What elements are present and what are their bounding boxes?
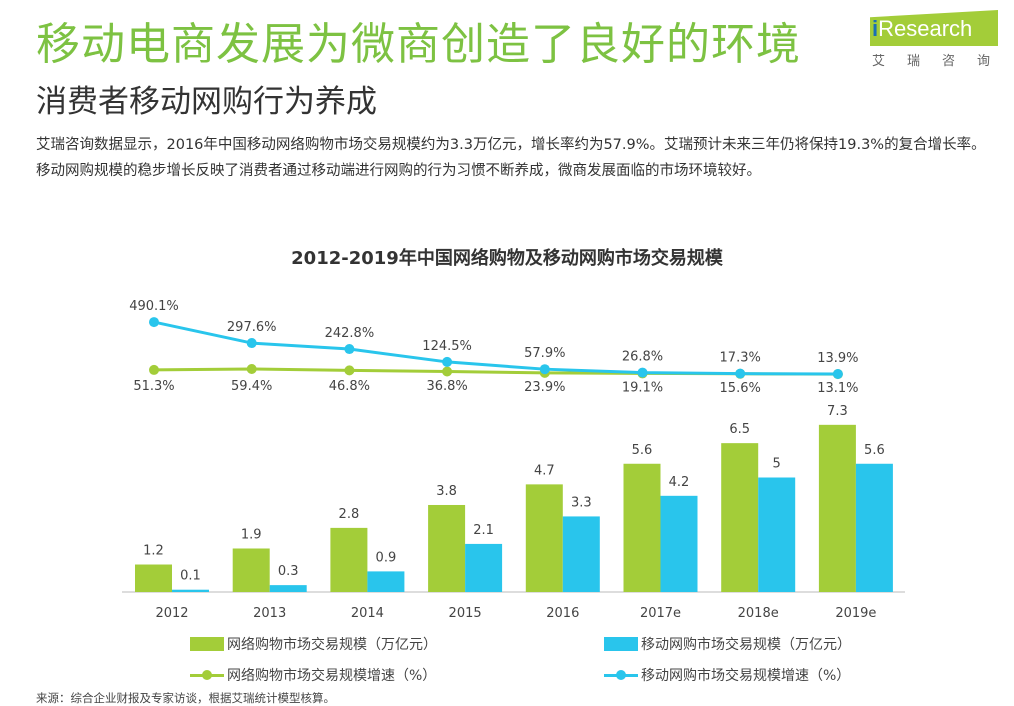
source-note: 来源：综合企业财报及专家访谈，根据艾瑞统计模型核算。	[36, 691, 335, 705]
bar-data-label: 0.1	[180, 569, 201, 584]
legend-label: 网络购物市场交易规模增速（%）	[227, 668, 437, 684]
line-data-label: 46.8%	[329, 379, 370, 394]
bar-mobile	[465, 543, 503, 592]
line-data-label: 26.8%	[622, 350, 663, 365]
line-data-label: 23.9%	[524, 380, 565, 395]
line-data-label: 490.1%	[129, 299, 179, 314]
iresearch-logo: iResearch 艾瑞咨询	[864, 6, 1004, 70]
x-tick-label: 2019e	[835, 606, 876, 621]
x-tick-label: 2016	[546, 606, 579, 621]
bar-data-label: 1.2	[143, 544, 164, 559]
line-data-label: 13.1%	[817, 381, 858, 396]
x-tick-label: 2015	[449, 606, 482, 621]
line-point	[344, 365, 355, 376]
x-tick-label: 2013	[253, 606, 286, 621]
line-point	[442, 356, 453, 367]
legend-item-online-bar: 网络购物市场交易规模（万亿元）	[190, 634, 437, 654]
legend-item-mobile-line: 移动网购市场交易规模增速（%）	[604, 665, 850, 685]
bar-data-label: 2.1	[473, 523, 494, 538]
line-mobile-growth	[153, 320, 838, 376]
chart-title: 2012-2019年中国网络购物及移动网购市场交易规模	[291, 248, 723, 269]
line-point	[637, 367, 648, 378]
bar-data-label: 0.3	[278, 564, 299, 579]
bar-data-label: 6.5	[729, 422, 750, 437]
line-point	[442, 366, 453, 377]
bar-data-label: 1.9	[241, 527, 262, 542]
bar-mobile	[660, 495, 698, 592]
line-data-label: 59.4%	[231, 379, 272, 394]
bar-online	[721, 443, 759, 592]
line-data-label: 36.8%	[426, 379, 467, 394]
bar-data-label: 5.6	[632, 443, 653, 458]
line-data-label: 57.9%	[524, 346, 565, 361]
bar-data-label: 5	[773, 457, 781, 472]
legend-label: 网络购物市场交易规模（万亿元）	[227, 637, 437, 653]
legend-swatch	[604, 637, 638, 651]
bar-online	[818, 424, 856, 592]
line-point	[832, 368, 843, 379]
bar-data-label: 7.3	[827, 404, 848, 419]
bar-online	[525, 484, 563, 592]
bar-data-label: 3.8	[436, 484, 457, 499]
legend-label: 移动网购市场交易规模增速（%）	[641, 668, 851, 684]
line-point	[149, 364, 159, 375]
bar-data-label: 5.6	[864, 443, 885, 458]
line-data-label: 17.3%	[720, 351, 761, 366]
bar-online	[623, 463, 661, 592]
bar-online	[232, 548, 270, 592]
line-data-label: 19.1%	[622, 380, 663, 395]
x-tick-label: 2012	[155, 606, 188, 621]
legend-swatch	[190, 668, 224, 682]
bar-mobile	[758, 477, 796, 592]
line-point	[149, 317, 159, 328]
bar-data-label: 4.7	[534, 463, 555, 478]
bar-data-label: 3.3	[571, 495, 592, 510]
bar-online	[428, 504, 466, 592]
bar-mobile	[367, 571, 405, 592]
line-point	[539, 364, 550, 375]
line-data-label: 297.6%	[227, 320, 277, 335]
line-point	[344, 344, 355, 355]
bar-online	[135, 564, 172, 592]
legend-swatch	[190, 637, 224, 651]
page-subtitle: 消费者移动网购行为养成	[36, 84, 377, 120]
line-point	[246, 338, 257, 349]
legend-item-mobile-bar: 移动网购市场交易规模（万亿元）	[604, 634, 851, 654]
legend-swatch	[604, 668, 638, 682]
summary-paragraph: 艾瑞咨询数据显示，2016年中国移动网络购物市场交易规模约为3.3万亿元，增长率…	[36, 137, 986, 179]
bar-mobile	[172, 589, 209, 592]
bar-online	[330, 527, 368, 592]
bar-data-label: 0.9	[376, 550, 397, 565]
line-data-label: 13.9%	[817, 351, 858, 366]
line-data-label: 242.8%	[325, 326, 375, 341]
bar-mobile	[855, 463, 893, 592]
x-tick-label: 2017e	[640, 606, 681, 621]
bar-mobile	[562, 516, 600, 592]
x-tick-label: 2018e	[738, 606, 779, 621]
line-point	[246, 364, 257, 375]
line-data-label: 51.3%	[133, 379, 174, 394]
line-data-label: 124.5%	[422, 339, 472, 354]
bar-data-label: 2.8	[339, 507, 360, 522]
bar-data-label: 4.2	[669, 475, 690, 490]
line-point	[735, 368, 746, 379]
page-title: 移动电商发展为微商创造了良好的环境	[36, 19, 801, 70]
x-tick-label: 2014	[351, 606, 384, 621]
line-data-label: 15.6%	[720, 381, 761, 396]
legend-item-online-line: 网络购物市场交易规模增速（%）	[190, 665, 436, 685]
legend-label: 移动网购市场交易规模（万亿元）	[641, 637, 851, 653]
bar-mobile	[269, 585, 307, 592]
